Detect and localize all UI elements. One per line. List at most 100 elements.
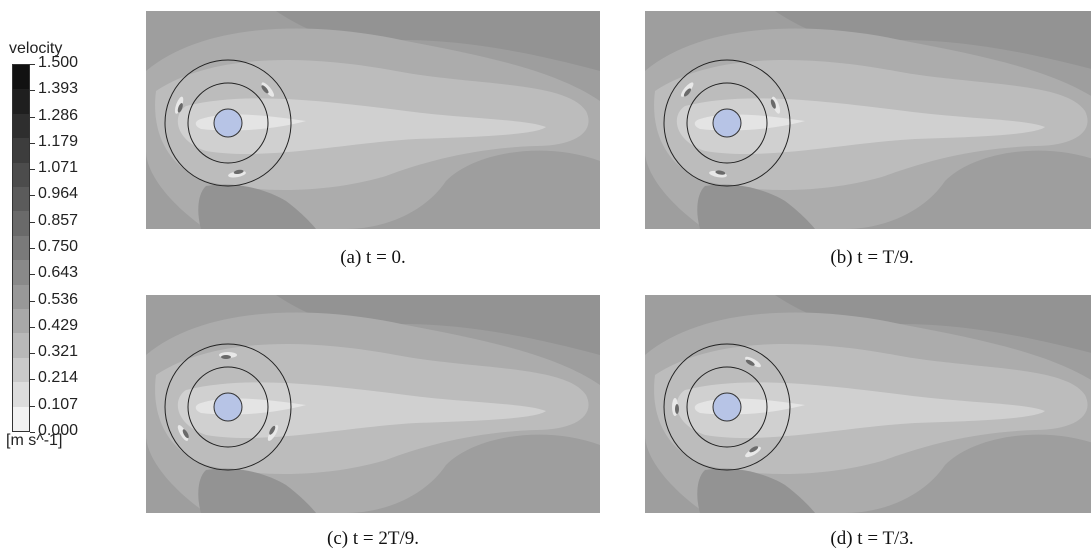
blade-shadow: [261, 85, 269, 94]
legend-color-bar: [12, 64, 30, 432]
blade-shadow: [233, 169, 244, 175]
legend-tick-label: 0.750: [38, 238, 79, 255]
legend-swatch: [13, 406, 29, 432]
turbine-blade: [219, 352, 237, 359]
blade-highlight: [745, 356, 761, 368]
legend-swatch: [13, 382, 29, 407]
turbine-blade: [680, 82, 694, 97]
turbine-blade: [745, 356, 761, 368]
contour-panel-d: [645, 295, 1091, 513]
turbine-blade: [228, 169, 246, 178]
blade-highlight: [174, 96, 184, 114]
turbine-blade: [770, 96, 781, 114]
legend-swatch: [13, 333, 29, 358]
legend-swatch: [13, 357, 29, 383]
upper-dark-region: [276, 295, 600, 355]
caption-c: (c) t = 2T/9.: [327, 528, 419, 549]
legend-tick-label: 0.429: [38, 316, 79, 334]
outer-rotor-ring: [663, 59, 791, 187]
outer-rotor-ring: [164, 59, 292, 187]
blade-highlight: [261, 82, 275, 97]
legend-swatch: [13, 187, 29, 212]
lower-dark-region: [697, 468, 815, 513]
caption-b: (b) t = T/9.: [830, 247, 914, 268]
legend-swatch: [13, 284, 29, 310]
legend-swatch: [13, 235, 29, 261]
blade-shadow: [770, 99, 776, 109]
legend-tick-label: 0.321: [38, 343, 79, 361]
blade-shadow: [715, 170, 726, 175]
legend-ticks: 1.500 1.393 1.286 1.179 1.071 0.964 0.857 0.750…: [30, 54, 140, 439]
blade-shadow: [221, 355, 231, 359]
legend-title: velocity: [9, 40, 63, 57]
legend-tick-label: 0.107: [38, 395, 79, 413]
lower-dark-region: [198, 468, 316, 513]
lower-dark-region: [697, 184, 815, 229]
blade-shadow: [182, 429, 189, 439]
blade-highlight: [680, 82, 694, 97]
velocity-legend: velocity 1.500 1.393 1.286 1.179 1.071 0.964 0…: [0, 40, 140, 460]
contour-panel-c: [146, 295, 600, 513]
central-cylinder: [712, 108, 742, 138]
inner-rotor-ring: [187, 366, 269, 448]
legend-tick-label: 1.500: [38, 54, 79, 71]
caption-d: (d) t = T/3.: [830, 528, 914, 549]
blade-highlight: [745, 446, 761, 458]
legend-tick-label: 0.857: [38, 211, 79, 229]
caption-a: (a) t = 0.: [340, 247, 406, 268]
inner-rotor-ring: [686, 82, 768, 164]
legend-unit: [m s^-1]: [6, 432, 63, 449]
turbine-blade: [174, 96, 184, 114]
legend-tick-label: 1.071: [38, 159, 79, 177]
legend-swatch: [13, 138, 29, 163]
blade-shadow: [745, 359, 755, 366]
turbine-blade: [672, 398, 679, 416]
blade-shadow: [177, 103, 183, 113]
contour-svg: [146, 295, 600, 513]
central-cylinder: [213, 392, 243, 422]
turbine-blade: [261, 82, 275, 97]
legend-swatch: [13, 113, 29, 139]
central-cylinder: [213, 108, 243, 138]
legend-tick-label: 1.393: [38, 80, 79, 98]
blade-shadow: [269, 425, 276, 435]
blade-highlight: [177, 425, 189, 441]
upper-dark-region: [276, 11, 600, 71]
legend-swatch: [13, 89, 29, 114]
legend-tick-label: 0.536: [38, 290, 79, 308]
outer-rotor-ring: [164, 343, 292, 471]
contour-panel-b: [645, 11, 1091, 229]
legend-swatch: [13, 65, 29, 90]
legend-swatch: [13, 260, 29, 285]
legend-swatch: [13, 309, 29, 334]
contour-svg: [645, 295, 1091, 513]
outer-rotor-ring: [663, 343, 791, 471]
upper-dark-region: [775, 295, 1091, 353]
central-cylinder: [712, 392, 742, 422]
contour-svg: [645, 11, 1091, 229]
inner-rotor-ring: [686, 366, 768, 448]
wake-region: [177, 98, 546, 154]
contour-svg: [146, 11, 600, 229]
legend-tick-label: 0.000: [38, 422, 79, 439]
legend-tick-label: 1.286: [38, 106, 79, 124]
turbine-blade: [709, 170, 727, 178]
wake-region: [676, 98, 1045, 154]
wake-region: [676, 382, 1045, 438]
turbine-blade: [745, 446, 761, 458]
legend-tick-label: 0.643: [38, 264, 79, 282]
legend-tick-label: 0.214: [38, 369, 79, 387]
turbine-blade: [267, 425, 279, 441]
blade-shadow: [675, 404, 679, 414]
wake-region: [177, 382, 546, 438]
turbine-blade: [177, 425, 189, 441]
blade-highlight: [267, 425, 279, 441]
legend-tick-label: 0.964: [38, 185, 79, 203]
upper-dark-region: [775, 11, 1091, 69]
lower-dark-region: [198, 184, 316, 229]
contour-panel-a: [146, 11, 600, 229]
legend-swatch: [13, 211, 29, 236]
inner-rotor-ring: [187, 82, 269, 164]
legend-swatch: [13, 162, 29, 188]
blade-shadow: [749, 446, 759, 453]
